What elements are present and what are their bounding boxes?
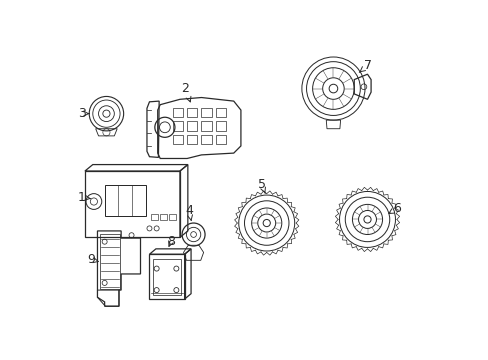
Text: 3: 3 — [78, 107, 89, 120]
Text: 2: 2 — [181, 82, 190, 102]
Text: 7: 7 — [359, 59, 371, 72]
Text: 5: 5 — [257, 178, 265, 194]
Text: 4: 4 — [184, 204, 192, 220]
Text: 6: 6 — [388, 202, 400, 215]
Text: 9: 9 — [87, 253, 98, 266]
Text: 1: 1 — [77, 191, 91, 204]
Text: 8: 8 — [166, 235, 175, 248]
